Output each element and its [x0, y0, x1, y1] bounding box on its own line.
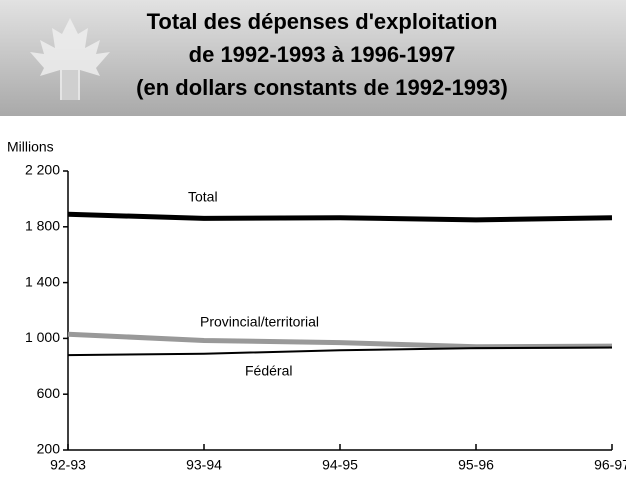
- series-line: [67, 331, 613, 350]
- y-tick-label: 1 800: [25, 218, 60, 234]
- y-tick-label: 1 400: [25, 273, 60, 289]
- y-tick-label: 200: [37, 441, 61, 457]
- x-tick-label: 93-94: [186, 457, 222, 473]
- maple-leaf-icon: [30, 18, 110, 100]
- icon-stem: [62, 70, 78, 100]
- series-label: Total: [188, 189, 218, 205]
- series-line: [67, 211, 613, 223]
- y-tick-label: 2 200: [25, 162, 60, 178]
- chart-title: de 1992-1993 à 1996-1997: [189, 42, 456, 67]
- series-label: Fédéral: [245, 363, 292, 379]
- y-tick-label: 600: [37, 385, 61, 401]
- series-label: Provincial/territorial: [200, 314, 319, 330]
- chart-title: (en dollars constants de 1992-1993): [136, 75, 508, 100]
- chart-title: Total des dépenses d'exploitation: [147, 9, 498, 34]
- x-tick-label: 96-97: [594, 457, 626, 473]
- y-axis-label: Millions: [7, 139, 54, 155]
- y-tick-label: 1 000: [25, 329, 60, 345]
- series-line: [67, 346, 613, 357]
- x-tick-label: 95-96: [458, 457, 494, 473]
- x-tick-label: 94-95: [322, 457, 358, 473]
- x-tick-label: 92-93: [50, 457, 86, 473]
